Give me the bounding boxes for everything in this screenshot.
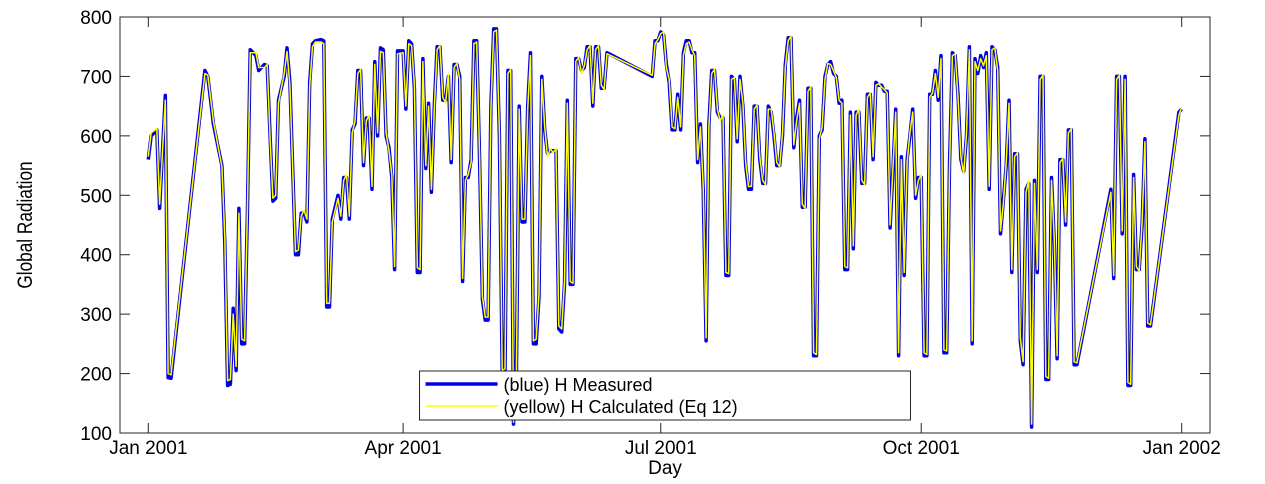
axes-box	[119, 16, 1211, 434]
x-axis-label: Day	[648, 458, 682, 479]
x-tick-label: Oct 2001	[883, 438, 960, 459]
legend-label: (yellow) H Calculated (Eq 12)	[504, 397, 738, 417]
y-axis-label: Global Radiation	[15, 161, 38, 288]
data-line	[147, 29, 1183, 425]
y-tick-label: 500	[80, 186, 112, 207]
y-tick-label: 100	[80, 424, 112, 445]
data-line	[146, 27, 1183, 429]
x-tick-label: Jan 2002	[1143, 438, 1221, 459]
x-tick-label: Jan 2001	[109, 438, 187, 459]
legend-label: (blue) H Measured	[504, 375, 653, 395]
y-tick-label: 200	[80, 365, 112, 386]
y-tick-label: 700	[80, 67, 112, 88]
legend-box	[419, 370, 911, 421]
y-tick-label: 600	[80, 127, 112, 148]
y-tick-label: 400	[80, 246, 112, 267]
x-tick-label: Jul 2001	[625, 438, 697, 459]
x-tick-label: Apr 2001	[365, 438, 442, 459]
y-tick-label: 800	[80, 8, 112, 29]
y-tick-label: 300	[80, 305, 112, 326]
